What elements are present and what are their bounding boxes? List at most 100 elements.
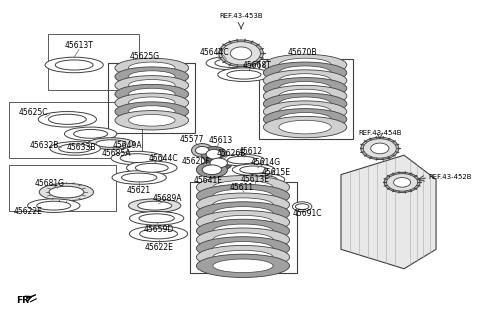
Ellipse shape — [213, 224, 273, 238]
Ellipse shape — [264, 77, 347, 99]
Ellipse shape — [264, 85, 347, 107]
Ellipse shape — [227, 70, 261, 79]
Ellipse shape — [38, 111, 96, 127]
Ellipse shape — [192, 144, 213, 157]
Ellipse shape — [386, 174, 418, 191]
Text: 45644C: 45644C — [200, 48, 229, 57]
Ellipse shape — [363, 139, 396, 158]
Ellipse shape — [242, 174, 285, 185]
Ellipse shape — [45, 57, 103, 73]
Ellipse shape — [264, 54, 347, 75]
Ellipse shape — [213, 180, 273, 194]
Text: 45625C: 45625C — [19, 108, 48, 117]
Ellipse shape — [196, 254, 289, 277]
Ellipse shape — [279, 105, 331, 118]
Ellipse shape — [55, 60, 93, 70]
Ellipse shape — [88, 138, 134, 149]
Ellipse shape — [213, 250, 273, 264]
Text: 45613T: 45613T — [65, 41, 94, 50]
Ellipse shape — [218, 68, 270, 81]
Ellipse shape — [112, 171, 167, 184]
Ellipse shape — [129, 97, 175, 109]
Ellipse shape — [196, 162, 228, 178]
Ellipse shape — [130, 226, 188, 242]
Text: 45681G: 45681G — [35, 179, 65, 188]
Ellipse shape — [394, 178, 411, 187]
Text: 45613: 45613 — [208, 136, 233, 145]
Ellipse shape — [64, 127, 117, 141]
Ellipse shape — [213, 233, 273, 247]
Text: 45649A: 45649A — [113, 141, 143, 150]
Text: 45632B: 45632B — [29, 141, 59, 150]
Ellipse shape — [196, 202, 289, 225]
Ellipse shape — [115, 67, 189, 86]
Ellipse shape — [115, 84, 189, 104]
Text: 45625G: 45625G — [130, 52, 160, 61]
Ellipse shape — [222, 42, 261, 65]
Ellipse shape — [295, 204, 309, 210]
Ellipse shape — [213, 242, 273, 255]
Ellipse shape — [196, 176, 289, 199]
Text: 45615E: 45615E — [262, 168, 290, 177]
Text: 45621: 45621 — [127, 186, 151, 195]
Ellipse shape — [239, 183, 268, 191]
Text: 45622E: 45622E — [144, 243, 173, 252]
Ellipse shape — [213, 189, 273, 203]
Text: 45668T: 45668T — [243, 62, 272, 70]
Ellipse shape — [264, 116, 347, 138]
Text: 45626B: 45626B — [216, 149, 246, 158]
Ellipse shape — [213, 207, 273, 220]
Ellipse shape — [115, 75, 189, 95]
Text: FR: FR — [16, 296, 29, 305]
Ellipse shape — [129, 62, 175, 74]
Ellipse shape — [48, 114, 86, 124]
Ellipse shape — [39, 183, 94, 201]
Ellipse shape — [232, 164, 275, 176]
Ellipse shape — [59, 144, 92, 153]
Ellipse shape — [279, 112, 331, 126]
Ellipse shape — [213, 259, 273, 272]
Ellipse shape — [264, 93, 347, 114]
Ellipse shape — [129, 114, 175, 126]
Ellipse shape — [129, 199, 181, 213]
Ellipse shape — [279, 120, 331, 134]
Ellipse shape — [371, 143, 389, 154]
Ellipse shape — [140, 229, 178, 239]
Ellipse shape — [230, 47, 252, 60]
Ellipse shape — [115, 102, 189, 121]
Ellipse shape — [129, 71, 175, 82]
Ellipse shape — [264, 62, 347, 83]
Ellipse shape — [121, 173, 157, 182]
Ellipse shape — [202, 165, 222, 175]
Ellipse shape — [279, 66, 331, 79]
Ellipse shape — [264, 101, 347, 122]
Ellipse shape — [196, 219, 289, 243]
Ellipse shape — [196, 228, 289, 251]
Text: 45691C: 45691C — [292, 209, 322, 218]
Ellipse shape — [127, 161, 177, 175]
Ellipse shape — [279, 81, 331, 95]
Ellipse shape — [120, 154, 154, 163]
Ellipse shape — [135, 163, 168, 172]
Text: 45670B: 45670B — [288, 48, 317, 57]
Text: 45611: 45611 — [230, 183, 254, 192]
Ellipse shape — [219, 40, 264, 67]
Ellipse shape — [115, 93, 189, 112]
Text: 45620F: 45620F — [181, 157, 210, 167]
Text: REF.43-454B: REF.43-454B — [358, 130, 402, 136]
Ellipse shape — [279, 97, 331, 110]
Text: 45633B: 45633B — [66, 143, 96, 152]
Ellipse shape — [220, 154, 264, 166]
Ellipse shape — [27, 199, 80, 213]
Ellipse shape — [240, 166, 267, 174]
Ellipse shape — [231, 181, 276, 193]
Polygon shape — [341, 155, 436, 269]
Ellipse shape — [250, 176, 277, 183]
Ellipse shape — [196, 184, 289, 208]
Ellipse shape — [195, 146, 209, 154]
Ellipse shape — [361, 137, 399, 160]
Ellipse shape — [50, 142, 100, 155]
Ellipse shape — [130, 212, 184, 225]
Ellipse shape — [279, 58, 331, 72]
Ellipse shape — [129, 106, 175, 117]
